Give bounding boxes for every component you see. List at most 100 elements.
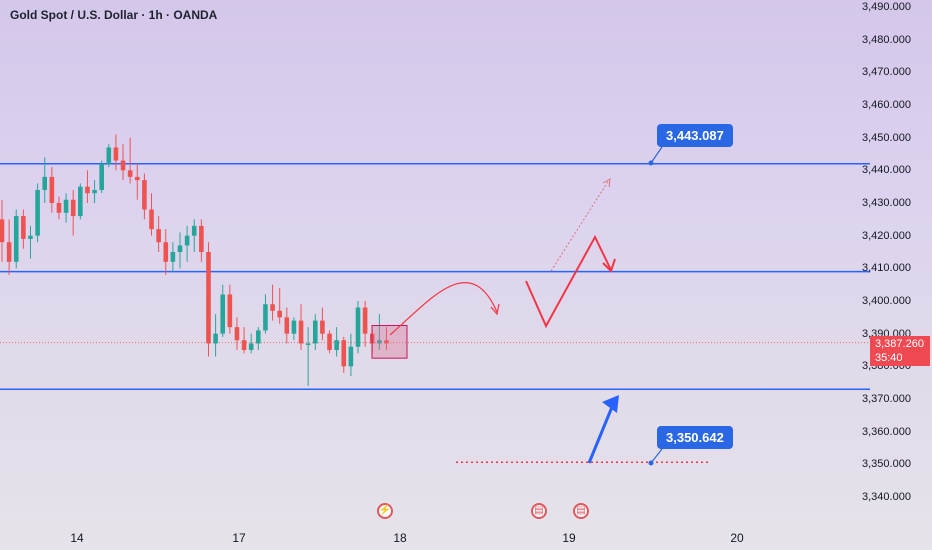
candle-body	[21, 216, 26, 239]
candle-body	[28, 235, 33, 239]
candle	[92, 180, 97, 204]
candle	[234, 317, 240, 351]
candle	[120, 144, 126, 181]
us-flag-icon[interactable]: ▤	[531, 503, 547, 519]
candle	[49, 167, 55, 213]
candle	[263, 294, 268, 334]
price-tick-label: 3,360.000	[862, 425, 911, 438]
current-price-tag: 3,387.260 35:40	[870, 336, 930, 366]
candle	[35, 183, 40, 243]
candle	[312, 314, 318, 351]
candle-body	[305, 343, 311, 345]
bounce-arrow-line	[587, 406, 614, 464]
date-tick-label: 18	[393, 531, 407, 545]
candle-body	[277, 310, 282, 318]
projection-box	[371, 325, 408, 359]
candle	[184, 225, 190, 262]
date-tick-label: 19	[562, 531, 576, 545]
projection-curve	[389, 282, 498, 336]
candle-body	[106, 147, 112, 164]
price-tick-label: 3,450.000	[862, 131, 911, 144]
candle-body	[263, 304, 268, 331]
price-tick-label: 3,430.000	[862, 197, 911, 209]
candle-body	[270, 304, 275, 311]
candle	[63, 193, 69, 223]
price-tick-label: 3,420.000	[862, 229, 911, 242]
candle	[213, 314, 218, 357]
date-tick-label: 20	[730, 531, 744, 545]
projection-zigzag	[525, 234, 612, 329]
candle-body	[78, 186, 83, 217]
candle	[291, 317, 297, 341]
candle-body	[56, 203, 62, 213]
candle-body	[99, 163, 104, 190]
candle	[362, 301, 368, 347]
candle	[142, 173, 147, 220]
chart-title: Gold Spot / U.S. Dollar · 1h · OANDA	[10, 8, 218, 22]
candle	[248, 333, 254, 354]
date-tick-label: 14	[70, 531, 84, 545]
candle	[156, 216, 161, 253]
price-tick-label: 3,350.000	[862, 458, 911, 471]
price-tick-label: 3,340.000	[862, 491, 911, 503]
candle	[341, 336, 347, 373]
candle-body	[206, 252, 211, 344]
candle-body	[191, 225, 197, 236]
date-tick-label: 17	[232, 531, 246, 545]
candle	[163, 229, 169, 275]
candle	[384, 327, 389, 351]
candle-body	[320, 320, 325, 334]
candle	[42, 157, 48, 204]
bar-countdown: 35:40	[875, 352, 903, 364]
candle	[78, 183, 83, 220]
candle-body	[134, 176, 140, 181]
candle	[134, 163, 140, 200]
candle-body	[70, 199, 76, 217]
candle-body	[92, 189, 97, 194]
price-tick-label: 3,470.000	[862, 66, 911, 79]
candle	[21, 209, 26, 249]
candle	[106, 144, 112, 168]
candle	[277, 287, 282, 324]
price-tick-label: 3,480.000	[862, 33, 911, 46]
candle-body	[127, 170, 133, 177]
candle-body	[177, 245, 183, 253]
candle	[206, 242, 211, 357]
projection-zigzag-arrowhead	[602, 258, 616, 273]
current-price-value: 3,387.260	[875, 338, 924, 350]
bounce-arrow-head	[602, 395, 619, 413]
projection-dotted-arrow	[550, 179, 610, 272]
candle-body	[163, 242, 169, 262]
candle-body	[384, 340, 389, 344]
candle	[377, 314, 382, 351]
candle	[170, 242, 176, 272]
candle	[113, 134, 119, 171]
us-flag-icon[interactable]: ▤	[573, 503, 589, 519]
candle-body	[234, 327, 240, 341]
callout-pointer	[650, 146, 663, 164]
lower-target-callout[interactable]: 3,350.642	[657, 426, 733, 449]
candle-body	[6, 242, 12, 262]
candle	[334, 327, 339, 357]
candle	[191, 219, 197, 253]
candle-body	[170, 252, 176, 262]
candle-body	[35, 189, 40, 236]
price-tick-label: 3,370.000	[862, 393, 911, 405]
candle	[305, 327, 311, 386]
candle-body	[312, 320, 318, 344]
candle	[284, 307, 290, 344]
candle	[99, 160, 104, 194]
candle	[149, 193, 154, 236]
candle	[355, 301, 361, 354]
candle	[199, 219, 204, 262]
candle-body	[184, 235, 190, 246]
candle-body	[199, 225, 204, 253]
candle	[220, 284, 226, 337]
lightning-icon[interactable]: ⚡	[377, 503, 393, 519]
candle	[327, 330, 332, 354]
candle	[177, 232, 183, 269]
candle-body	[42, 176, 48, 190]
upper-target-callout[interactable]: 3,443.087	[657, 124, 733, 147]
price-tick-label: 3,410.000	[862, 262, 911, 275]
